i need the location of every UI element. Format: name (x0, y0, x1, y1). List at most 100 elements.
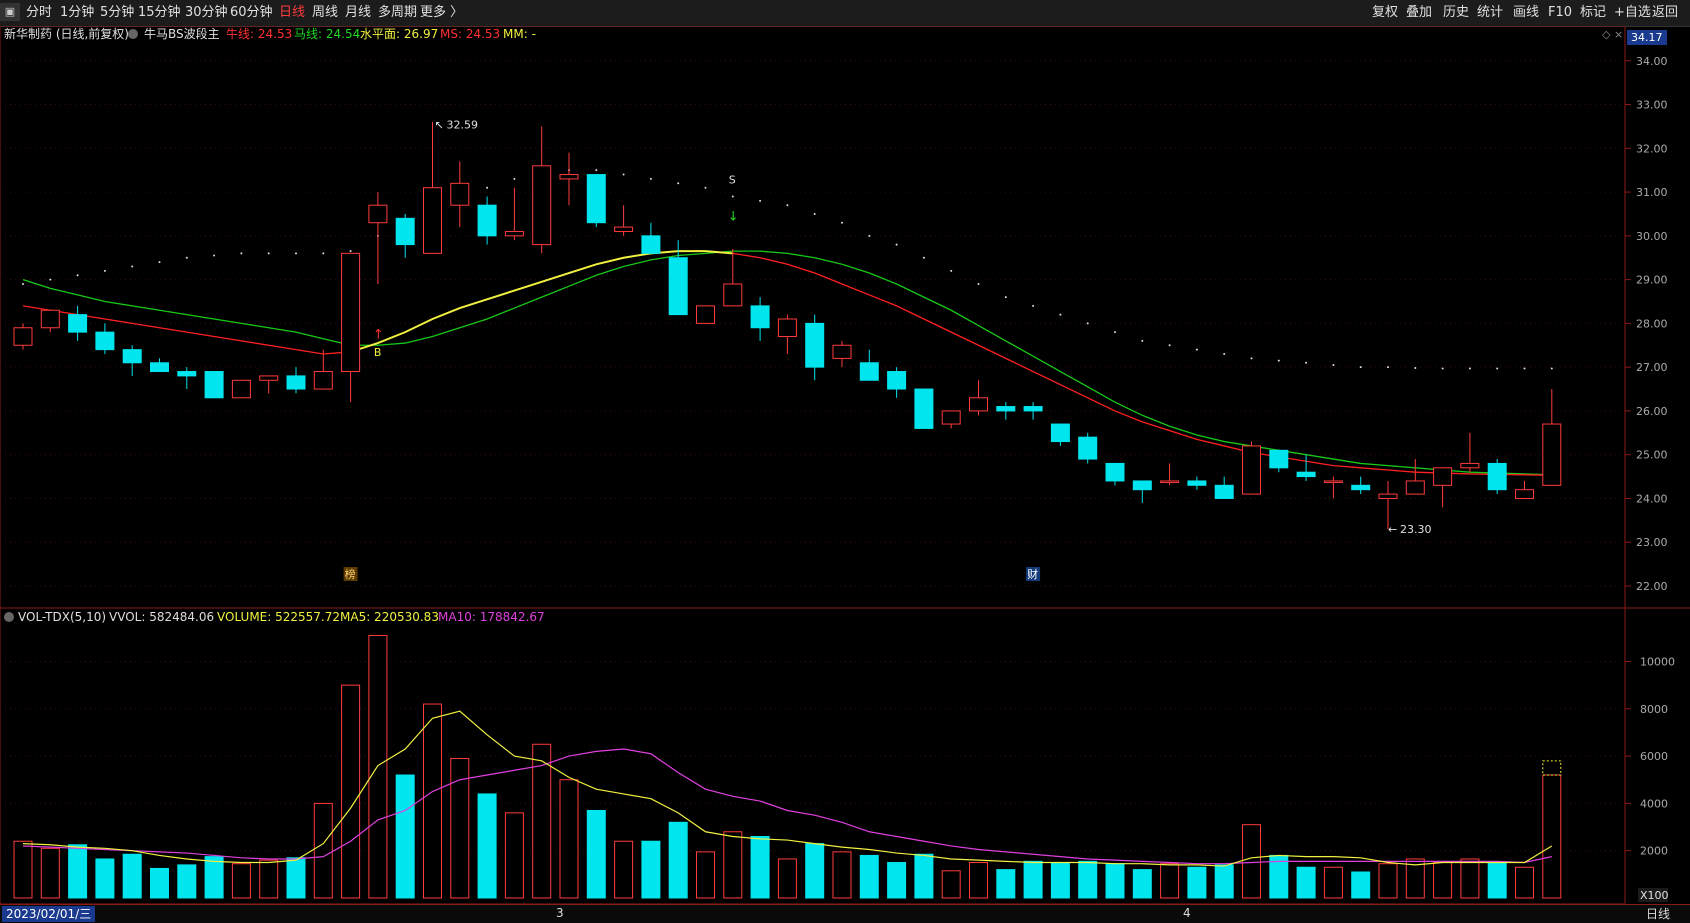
volume-bar (1460, 858, 1480, 899)
period-tab-3[interactable]: 15分钟 (138, 5, 181, 20)
level-dot (22, 282, 24, 285)
period-tab-6[interactable]: 日线 (279, 5, 306, 20)
level-dot (322, 252, 325, 255)
level-dot (158, 261, 161, 264)
toolbar-button-7[interactable]: +自选 (1614, 5, 1651, 20)
level-dot (513, 177, 516, 180)
price-tick-label: 31.00 (1636, 186, 1668, 199)
vol-ma10-line (22, 748, 1552, 865)
candle-body (68, 314, 88, 333)
vol-unit: X100 (1640, 889, 1669, 902)
candle-body (586, 174, 606, 224)
level-dot (131, 265, 134, 268)
level-dot (240, 252, 243, 255)
candle-body (1487, 462, 1507, 491)
level-dot (1250, 357, 1253, 360)
price-tick-label: 27.00 (1636, 361, 1668, 374)
toolbar-button-2[interactable]: 历史 (1443, 5, 1470, 20)
price-tick-label: 26.00 (1636, 405, 1668, 418)
candle-body (368, 204, 388, 224)
period-tab-9[interactable]: 多周期 (378, 5, 418, 20)
kline-chart-area[interactable]: 新华制药 (日线,前复权) 牛马BS波段主 牛线: 24.53 马线: 24.5… (0, 25, 1690, 922)
volume-bar (1296, 866, 1316, 899)
vol-tick-label: 2000 (1640, 845, 1668, 858)
vol-legend-ma5: MA5: 220530.83 (340, 610, 439, 624)
toolbar-button-4[interactable]: 画线 (1513, 5, 1540, 20)
toolbar-button-5[interactable]: F10 (1548, 5, 1573, 20)
level-dot (76, 274, 79, 277)
volume-bar (477, 793, 497, 899)
volume-bar (313, 802, 333, 899)
legend-niu: 牛线: 24.53 (226, 26, 292, 41)
period-tab-8[interactable]: 月线 (345, 5, 372, 20)
level-dot (786, 204, 789, 207)
level-dot (1496, 367, 1499, 370)
volume-bar (1132, 869, 1152, 899)
period-tab-5[interactable]: 60分钟 (230, 5, 273, 20)
vol-tick-label: 4000 (1640, 797, 1668, 810)
volume-bar (832, 851, 852, 899)
top-toolbar: ▣ 分时 1分钟 5分钟 15分钟 30分钟 60分钟 日线 周线 月线 多周期 更多 〉 复权 叠加… (0, 0, 1690, 27)
candle-body (859, 362, 879, 381)
level-dot (1059, 313, 1062, 316)
bang-mark-box[interactable] (343, 567, 358, 581)
level-dot (977, 282, 980, 285)
volume-bar (1242, 824, 1261, 899)
chart-svg[interactable]: 新华制药 (日线,前复权) 牛马BS波段主 牛线: 24.53 马线: 24.5… (0, 25, 1690, 905)
toolbar-button-3[interactable]: 统计 (1477, 5, 1504, 20)
level-dot (1550, 367, 1553, 370)
candle-body (1132, 480, 1152, 491)
toolbar-button-1[interactable]: 叠加 (1406, 5, 1433, 20)
close-icon[interactable]: × (1614, 28, 1623, 41)
period-tab-1[interactable]: 1分钟 (60, 5, 95, 20)
price-tick-label: 29.00 (1636, 274, 1668, 287)
volume-bar (532, 743, 552, 899)
volume-bar (231, 863, 251, 899)
diamond-icon[interactable]: ◇ (1602, 28, 1611, 41)
period-tab-4[interactable]: 30分钟 (185, 5, 228, 20)
candle-body (696, 305, 715, 324)
candle-body (395, 217, 415, 246)
volume-bar (504, 812, 524, 899)
price-tick-label: 34.00 (1636, 55, 1668, 68)
candle-body (423, 187, 442, 254)
level-dot (1195, 348, 1198, 351)
sys-menu-icon[interactable]: ▣ (0, 3, 20, 21)
toolbar-button-0[interactable]: 复权 (1372, 5, 1399, 20)
bang-mark[interactable]: 榜 (345, 567, 356, 581)
indicator-toggle-icon[interactable] (128, 29, 138, 39)
level-dot (1114, 331, 1116, 334)
vol-toggle-icon[interactable] (4, 612, 14, 622)
price-tick-label: 32.00 (1636, 142, 1668, 155)
volume-bar (941, 870, 961, 899)
period-tab-0[interactable]: 分时 (26, 5, 53, 20)
level-dot (267, 252, 270, 255)
current-price: 34.17 (1631, 31, 1663, 44)
high-price-label: 32.59 (447, 118, 479, 131)
volume-gridlines (0, 660, 1625, 852)
price-tick-label: 28.00 (1636, 317, 1668, 330)
volume-bar (1487, 862, 1507, 899)
volume-bar (586, 809, 606, 899)
period-tab-2[interactable]: 5分钟 (100, 5, 135, 20)
volume-bar (969, 862, 988, 899)
level-dot (1168, 344, 1171, 347)
level-dot (922, 256, 925, 259)
candle-body (941, 410, 961, 425)
cai-mark-box[interactable] (1026, 567, 1041, 581)
period-tab-7[interactable]: 周线 (312, 5, 339, 20)
level-dot (185, 256, 188, 259)
candle-body (1187, 480, 1207, 486)
candle-body (477, 204, 497, 237)
candle-body (1515, 489, 1534, 499)
candle-body (1214, 484, 1234, 499)
volume-bar (259, 859, 279, 899)
toolbar-button-8[interactable]: 返回 (1652, 5, 1679, 20)
cai-mark[interactable]: 财 (1027, 567, 1038, 581)
volume-ma-lines (22, 710, 1553, 867)
candle-body (1351, 484, 1371, 491)
volume-bar (1160, 863, 1180, 899)
vol-ma5-line (22, 710, 1553, 867)
period-tab-10[interactable]: 更多 〉 (420, 5, 464, 20)
toolbar-button-6[interactable]: 标记 (1580, 5, 1607, 20)
